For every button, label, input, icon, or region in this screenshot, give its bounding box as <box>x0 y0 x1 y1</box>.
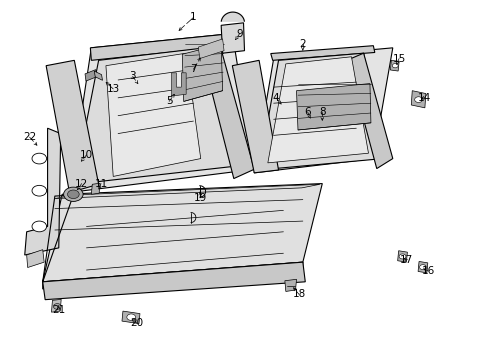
Polygon shape <box>91 183 100 194</box>
Polygon shape <box>74 46 239 184</box>
Polygon shape <box>51 299 61 312</box>
Text: 21: 21 <box>52 305 65 315</box>
Circle shape <box>419 265 426 270</box>
Polygon shape <box>389 60 398 71</box>
Polygon shape <box>221 12 244 21</box>
Polygon shape <box>221 23 244 53</box>
Polygon shape <box>94 71 102 80</box>
Text: 16: 16 <box>421 266 434 276</box>
Polygon shape <box>69 33 254 193</box>
Polygon shape <box>254 48 392 173</box>
Polygon shape <box>296 84 370 130</box>
Text: 9: 9 <box>236 28 243 39</box>
Polygon shape <box>171 73 186 96</box>
Circle shape <box>414 97 422 103</box>
Circle shape <box>32 185 46 196</box>
Text: 17: 17 <box>399 255 412 265</box>
Circle shape <box>126 314 135 320</box>
Polygon shape <box>267 57 368 163</box>
Polygon shape <box>201 46 254 179</box>
Circle shape <box>32 221 46 232</box>
Polygon shape <box>90 33 233 60</box>
Polygon shape <box>285 279 296 292</box>
Circle shape <box>53 303 61 309</box>
Text: 22: 22 <box>23 132 36 142</box>
Text: 11: 11 <box>94 179 107 189</box>
Text: 6: 6 <box>304 107 310 117</box>
Polygon shape <box>42 262 305 300</box>
Text: 12: 12 <box>75 179 88 189</box>
Circle shape <box>32 153 46 164</box>
Text: 18: 18 <box>292 289 305 299</box>
Polygon shape <box>42 262 302 289</box>
Text: 3: 3 <box>129 71 136 81</box>
Circle shape <box>391 64 397 68</box>
Text: 2: 2 <box>299 39 305 49</box>
Text: 15: 15 <box>392 54 405 64</box>
Text: 8: 8 <box>318 107 325 117</box>
Polygon shape <box>270 46 374 60</box>
Text: 4: 4 <box>272 93 279 103</box>
Text: 1: 1 <box>190 13 196 22</box>
Polygon shape <box>259 53 382 170</box>
Text: 19: 19 <box>194 193 207 203</box>
Polygon shape <box>25 128 61 255</box>
Polygon shape <box>106 53 201 176</box>
Polygon shape <box>46 60 99 193</box>
Text: 13: 13 <box>106 84 120 94</box>
Text: 14: 14 <box>417 93 430 103</box>
Polygon shape <box>122 311 140 324</box>
Text: 5: 5 <box>165 96 172 107</box>
Polygon shape <box>55 184 319 199</box>
Polygon shape <box>27 249 44 267</box>
Circle shape <box>67 190 79 199</box>
Polygon shape <box>347 53 392 168</box>
Text: 10: 10 <box>80 150 93 160</box>
Polygon shape <box>182 44 222 102</box>
Polygon shape <box>410 91 425 108</box>
Text: 7: 7 <box>190 64 196 74</box>
Polygon shape <box>232 60 278 173</box>
Polygon shape <box>85 69 97 81</box>
Polygon shape <box>42 184 322 282</box>
Polygon shape <box>198 39 224 59</box>
Polygon shape <box>417 261 427 273</box>
Polygon shape <box>397 251 407 262</box>
Circle shape <box>398 254 405 259</box>
Text: 20: 20 <box>130 318 143 328</box>
Circle shape <box>63 187 83 202</box>
